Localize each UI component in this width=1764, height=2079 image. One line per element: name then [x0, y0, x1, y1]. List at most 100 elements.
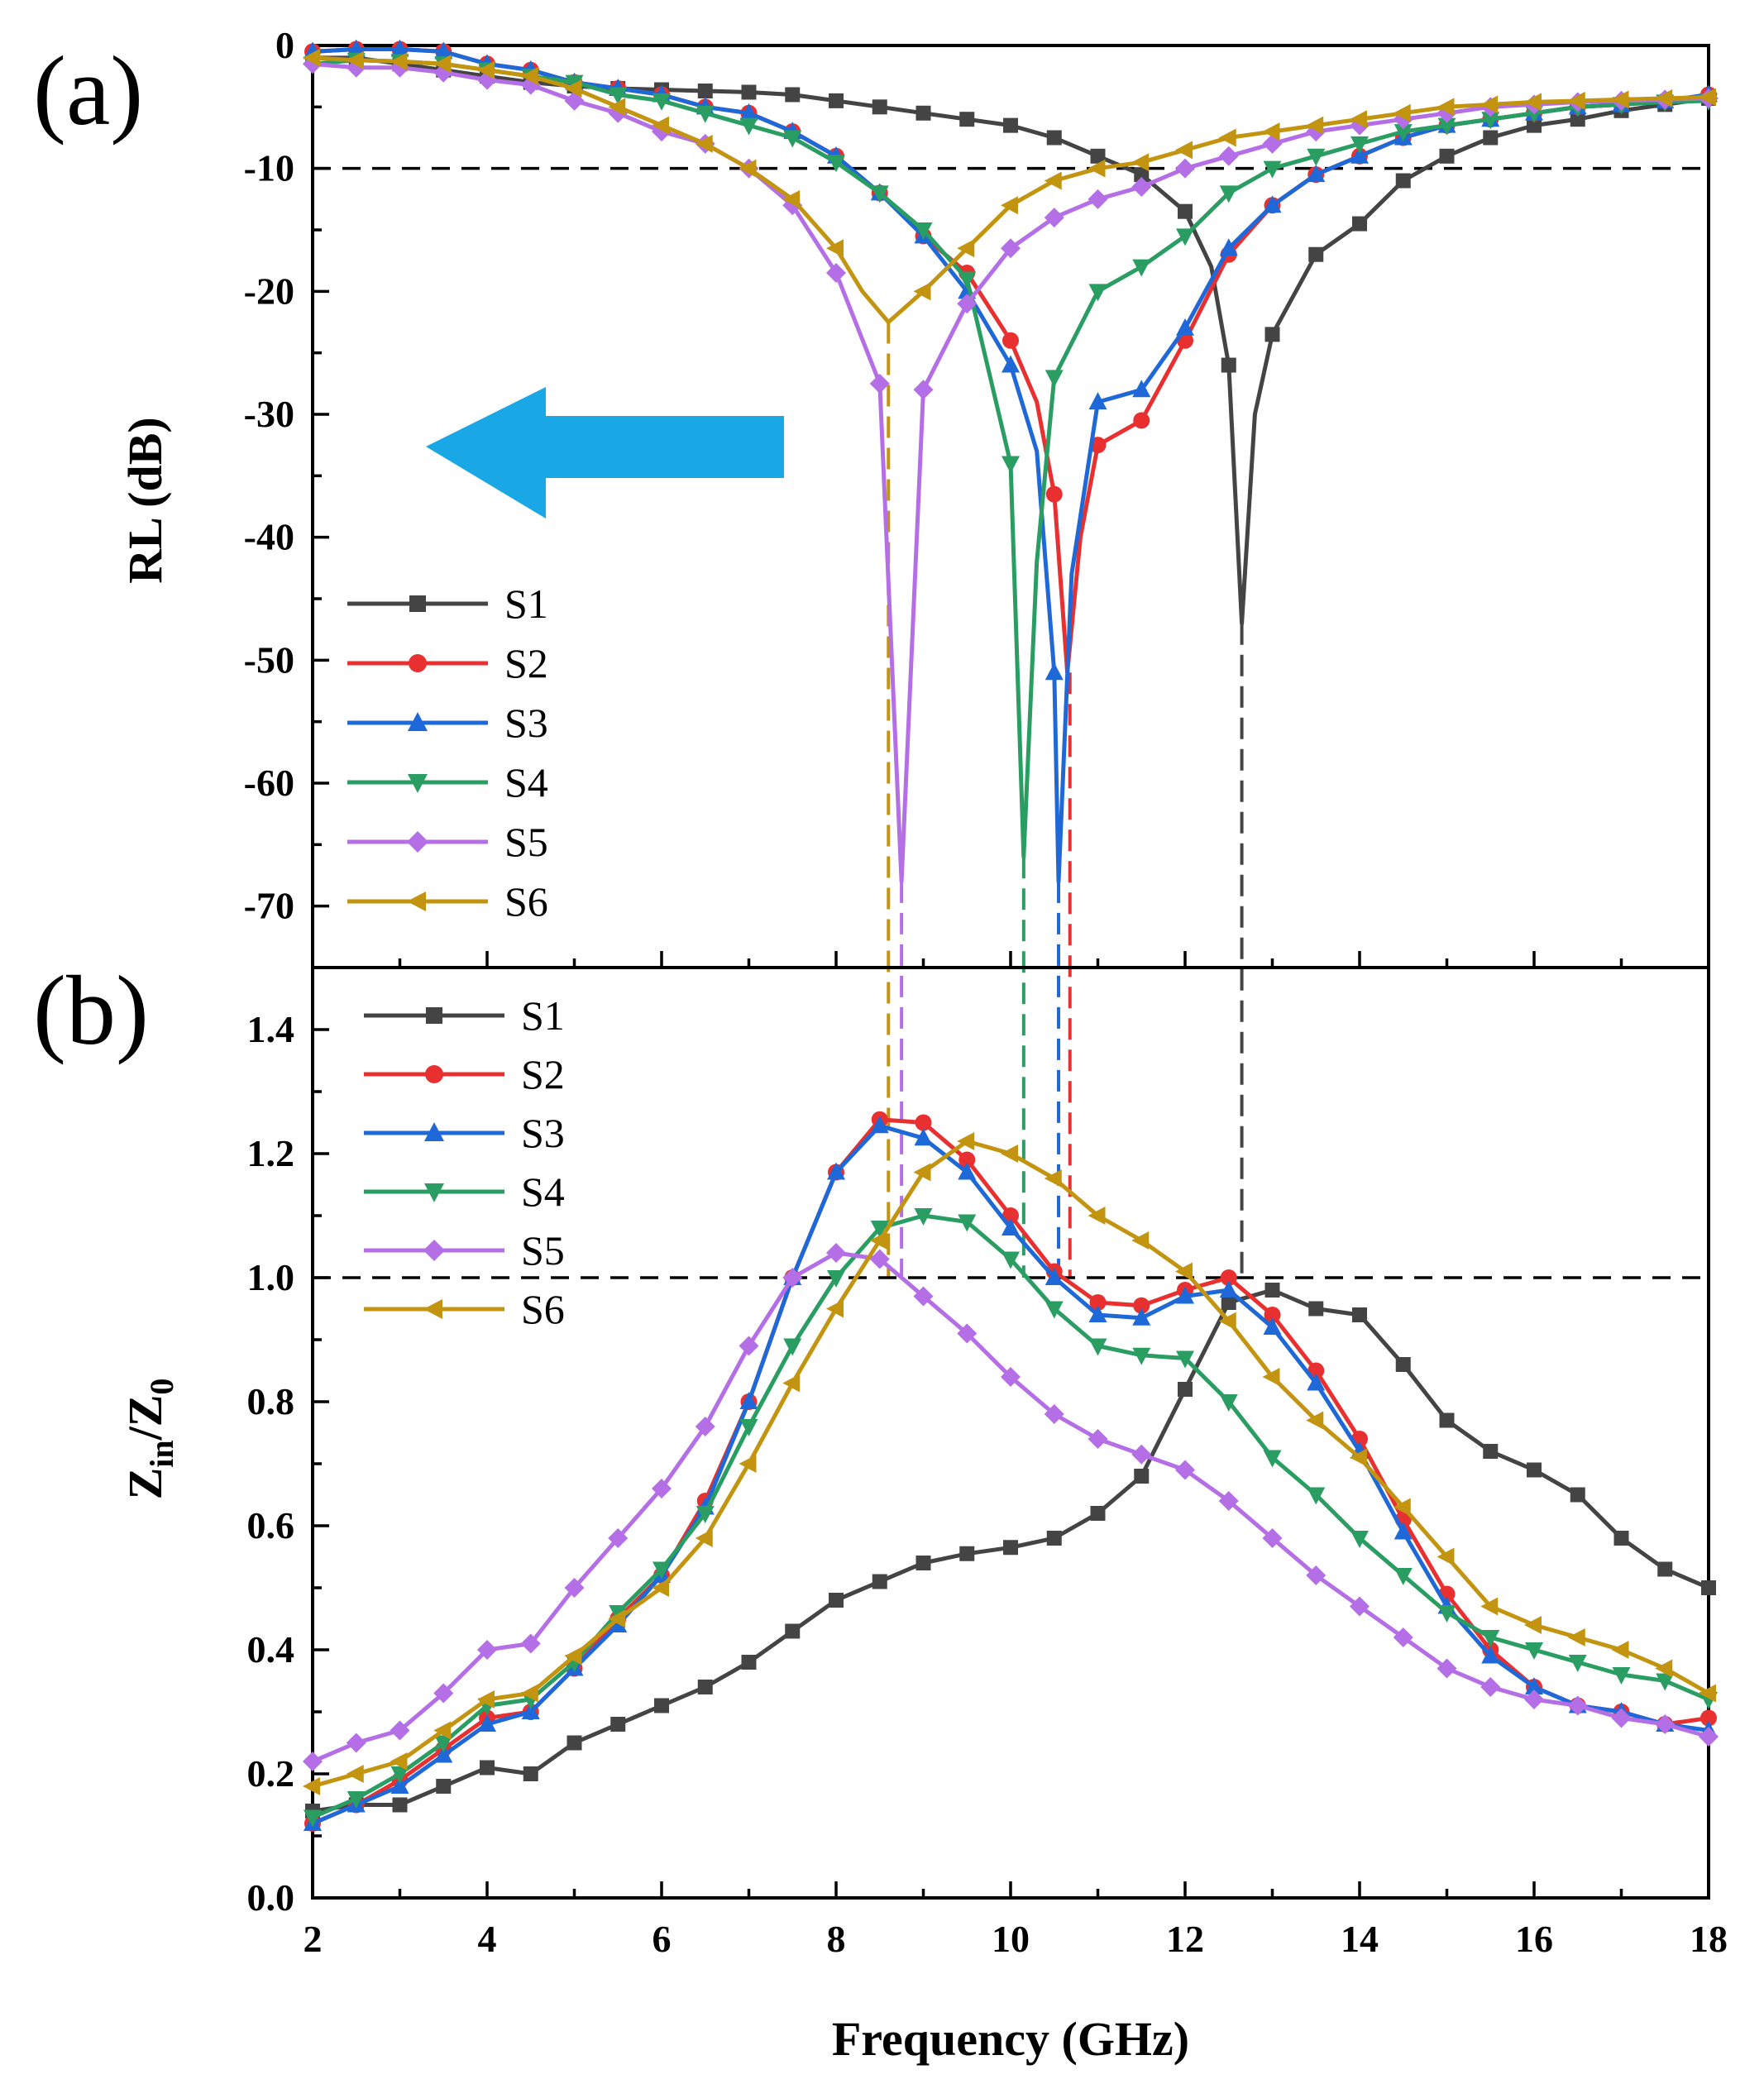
- z-point-s5: [1699, 1727, 1719, 1747]
- z-point-s5: [652, 1479, 672, 1498]
- panel-b-ytick-label: 0.8: [247, 1380, 295, 1422]
- rl-point-s6: [390, 52, 408, 71]
- rl-point-s4: [609, 87, 628, 105]
- z-point-s1: [1003, 1540, 1018, 1556]
- z-point-s1: [1527, 1462, 1542, 1478]
- z-series-s6: [303, 1132, 1716, 1795]
- rl-legend-item-s3: S3: [347, 700, 548, 746]
- z-point-s5: [1262, 1528, 1283, 1548]
- ylabel-sub-0: 0: [143, 1379, 180, 1395]
- panel-b-ticks: [311, 966, 1710, 1900]
- z-point-s5: [1567, 1695, 1588, 1716]
- z-point-s2: [1220, 1269, 1237, 1286]
- panel-b-ytick-label: 1.0: [247, 1256, 295, 1298]
- z-point-s4: [914, 1208, 933, 1226]
- rl-legend-item-s6: S6: [347, 878, 548, 925]
- z-point-s1: [697, 1680, 713, 1694]
- rl-point-s4: [1088, 284, 1107, 302]
- rl-point-s1: [1003, 117, 1018, 133]
- z-point-s6: [1131, 1231, 1150, 1250]
- z-legend-item-s4: S4: [364, 1169, 565, 1215]
- z-point-s6: [303, 1777, 320, 1795]
- z-point-s6: [869, 1231, 887, 1250]
- z-point-s6: [1088, 1207, 1106, 1225]
- rl-point-s1: [872, 99, 887, 115]
- z-point-s1: [1221, 1295, 1236, 1310]
- dip-guide-lines: [887, 322, 1244, 1278]
- rl-point-s5: [1437, 103, 1457, 123]
- z-point-s6: [1262, 1368, 1280, 1386]
- z-point-s4: [434, 1735, 453, 1753]
- z-point-s5: [1175, 1460, 1195, 1480]
- z-point-s1: [392, 1797, 408, 1813]
- z-series-s4: [304, 1208, 1718, 1828]
- rl-point-s3: [390, 39, 409, 57]
- rl-point-s6: [1306, 116, 1324, 135]
- rl-point-s1: [829, 93, 844, 108]
- rl-legend-label-s3: S3: [504, 700, 548, 746]
- z-point-s4: [347, 1791, 366, 1809]
- z-point-s6: [433, 1721, 452, 1740]
- rl-point-s1: [1221, 357, 1236, 373]
- z-point-s1: [436, 1779, 452, 1794]
- z-point-s6: [652, 1579, 669, 1597]
- z-point-s4: [1568, 1655, 1587, 1672]
- z-point-s6: [390, 1752, 408, 1771]
- z-legend-marker-s4: [424, 1183, 444, 1202]
- panel-b-series: [303, 1111, 1719, 1832]
- z-point-s2: [1089, 1294, 1107, 1311]
- rl-point-s6: [739, 159, 757, 178]
- z-point-s1: [1657, 1561, 1673, 1577]
- panel-b-ytick-label: 0.2: [247, 1752, 295, 1795]
- z-legend-item-s2: S2: [364, 1051, 565, 1097]
- z-point-s3: [914, 1128, 933, 1146]
- rl-legend-marker-s6: [407, 891, 426, 911]
- panel-a-legend: S1 S2 S3 S4 S5 S6: [347, 581, 548, 925]
- z-legend-item-s6: S6: [364, 1286, 565, 1332]
- rl-point-s1: [1308, 246, 1324, 262]
- rl-point-s4: [1437, 117, 1456, 136]
- z-point-s1: [741, 1655, 757, 1670]
- z-point-s2: [958, 1151, 976, 1169]
- rl-point-s6: [1567, 91, 1585, 110]
- rl-point-s6: [826, 239, 844, 258]
- rl-point-s5: [1001, 238, 1021, 259]
- left-arrow-icon: [426, 387, 784, 519]
- rl-point-s3: [1002, 355, 1020, 373]
- z-point-s1: [1570, 1487, 1585, 1503]
- rl-point-s4: [1350, 136, 1369, 154]
- rl-point-s3: [739, 103, 758, 121]
- z-point-s6: [1699, 1684, 1716, 1703]
- rl-point-s4: [1263, 160, 1282, 179]
- z-point-s4: [827, 1270, 845, 1288]
- z-point-s4: [1176, 1350, 1194, 1369]
- panel-a-series: [303, 39, 1719, 884]
- panel-a-tick-labels: 0 -10 -20 -30 -40 -50 -60 -70: [244, 24, 294, 927]
- z-point-s6: [1524, 1616, 1542, 1634]
- rl-legend-marker-s2: [409, 654, 427, 672]
- rl-point-s6: [652, 116, 669, 135]
- z-legend-marker-s2: [425, 1065, 443, 1083]
- z-point-s1: [829, 1593, 844, 1608]
- panel-b-ylabel: Zin/Z0: [118, 1379, 180, 1500]
- rl-point-s6: [1218, 128, 1236, 147]
- panel-a-ytick-label: -20: [244, 270, 294, 312]
- rl-point-s6: [1393, 103, 1411, 122]
- rl-legend-label-s1: S1: [504, 581, 548, 627]
- panel-a-ytick-label: -10: [244, 147, 294, 189]
- rl-point-s3: [1263, 195, 1282, 213]
- z-point-s5: [608, 1528, 629, 1548]
- z-point-s4: [1612, 1667, 1631, 1685]
- rl-legend-label-s5: S5: [504, 819, 548, 865]
- rl-point-s6: [695, 134, 713, 153]
- rl-point-s1: [1264, 327, 1280, 342]
- rl-series-s6: [303, 48, 1716, 324]
- rl-point-s6: [1044, 171, 1062, 190]
- z-point-s6: [957, 1132, 975, 1150]
- z-point-s5: [1306, 1565, 1327, 1585]
- z-point-s3: [1219, 1280, 1238, 1298]
- z-point-s1: [523, 1766, 538, 1781]
- z-point-s6: [1001, 1145, 1018, 1163]
- z-point-s3: [521, 1702, 540, 1719]
- rl-point-s6: [1262, 122, 1280, 141]
